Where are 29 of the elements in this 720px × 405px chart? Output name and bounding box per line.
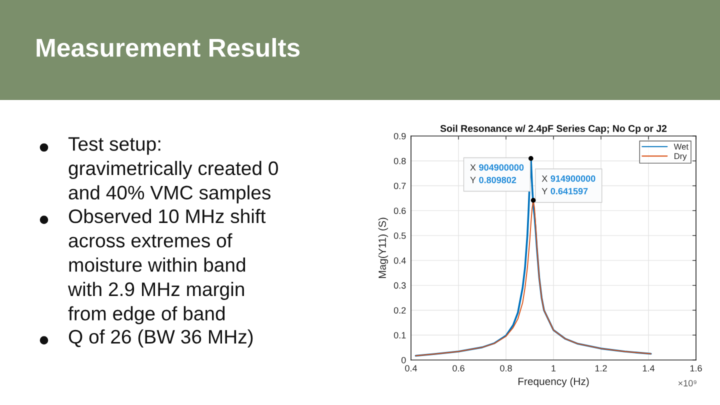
- y-tick-label: 0.9: [394, 132, 406, 140]
- y-tick-label: 0: [401, 356, 406, 364]
- y-tick-label: 0.2: [394, 307, 406, 314]
- text: Observed 10 MHz shift across extremes of moisture within band with 2.9 MHz margin from edge of band: [68, 208, 266, 324]
- x-tick-label: 1.6: [690, 365, 702, 372]
- x-tick-label: 0.6: [452, 365, 464, 372]
- annotation: X 914900000 Y 0.641597: [542, 175, 596, 194]
- y-axis-title: Mag(Y11) (S): [378, 218, 388, 278]
- x-tick-label: 0.4: [405, 365, 418, 372]
- text: Test setup: gravimetrically created 0 and 40% VMC samples: [68, 137, 278, 204]
- y-tick-label: 0.4: [394, 257, 406, 264]
- x-tick-label: 0.8: [500, 365, 512, 372]
- y-tick-label: 0.8: [394, 158, 406, 164]
- y-tick-label: 0.7: [394, 182, 406, 190]
- text: ×10⁹: [678, 380, 696, 386]
- text: Measurement Results: [36, 38, 300, 57]
- x-tick-label: 1: [552, 365, 556, 372]
- x-axis-title: Frequency (Hz): [518, 377, 589, 388]
- y-tick-label: 0.5: [394, 232, 406, 239]
- chart-subtitle: Soil Resonance w/ 2.4pF Series Cap; No Cp or J2: [440, 124, 667, 134]
- y-tick-label: 0.3: [394, 282, 406, 289]
- text: Q of 26 (BW 36 MHz): [68, 329, 253, 348]
- y-tick-label: 0.6: [394, 208, 406, 214]
- legend-label: Dry: [674, 153, 687, 161]
- annotation: X 904900000 Y 0.809802: [470, 164, 524, 184]
- y-tick-label: 0.1: [394, 332, 406, 338]
- x-tick-label: 1.4: [642, 365, 655, 372]
- legend-label: Wet: [674, 144, 688, 150]
- x-tick-label: 1.2: [595, 365, 607, 372]
